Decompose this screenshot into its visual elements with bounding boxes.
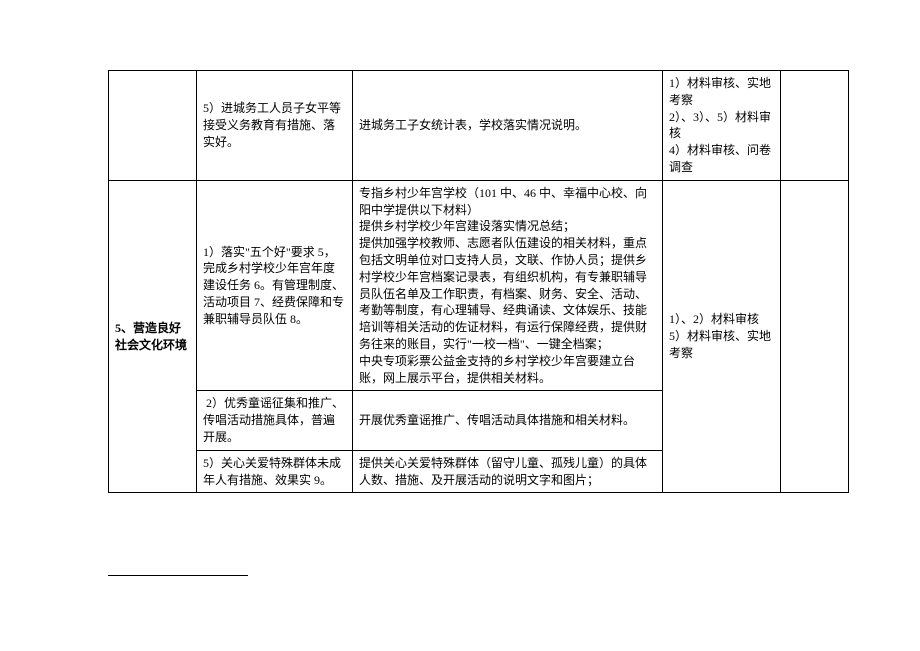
cell-criteria: 1）落实"五个好"要求 5，完成乡村学校少年宫年度建设任务 6。有管理制度、活动… — [197, 180, 353, 391]
cell-criteria: 2）优秀童谣征集和推广、传唱活动措施具体，普遍开展。 — [197, 391, 353, 450]
cell-materials: 提供关心关爱特殊群体（留守儿童、孤残儿童）的具体人数、措施、及开展活动的说明文字… — [353, 450, 663, 493]
cell-method: 1）材料审核、实地考察 2）、3）、5）材料审核 4）材料审核、问卷调查 — [663, 71, 781, 181]
cell-score-blank — [781, 71, 849, 181]
footnote-separator — [108, 575, 248, 576]
section-label: 5、营造良好社会文化环境 — [109, 180, 197, 493]
table-row: 5、营造良好社会文化环境 1）落实"五个好"要求 5，完成乡村学校少年宫年度建设… — [109, 180, 849, 391]
cell-materials: 专指乡村少年宫学校（101 中、46 中、幸福中心校、向阳中学提供以下材料） 提… — [353, 180, 663, 391]
cell-materials: 开展优秀童谣推广、传唱活动具体措施和相关材料。 — [353, 391, 663, 450]
cell-method: 1）、2）材料审核 5）材料审核、实地考察 — [663, 180, 781, 493]
page: 5）进城务工人员子女平等接受义务教育有措施、落实好。 进城务工子女统计表，学校落… — [0, 0, 920, 651]
evaluation-table: 5）进城务工人员子女平等接受义务教育有措施、落实好。 进城务工子女统计表，学校落… — [108, 70, 849, 493]
cell-materials: 进城务工子女统计表，学校落实情况说明。 — [353, 71, 663, 181]
cell-criteria: 5）关心关爱特殊群体未成年人有措施、效果实 9。 — [197, 450, 353, 493]
cell-score-blank — [781, 180, 849, 493]
table-row: 5）进城务工人员子女平等接受义务教育有措施、落实好。 进城务工子女统计表，学校落… — [109, 71, 849, 181]
cell-criteria: 5）进城务工人员子女平等接受义务教育有措施、落实好。 — [197, 71, 353, 181]
cell-section-blank — [109, 71, 197, 181]
